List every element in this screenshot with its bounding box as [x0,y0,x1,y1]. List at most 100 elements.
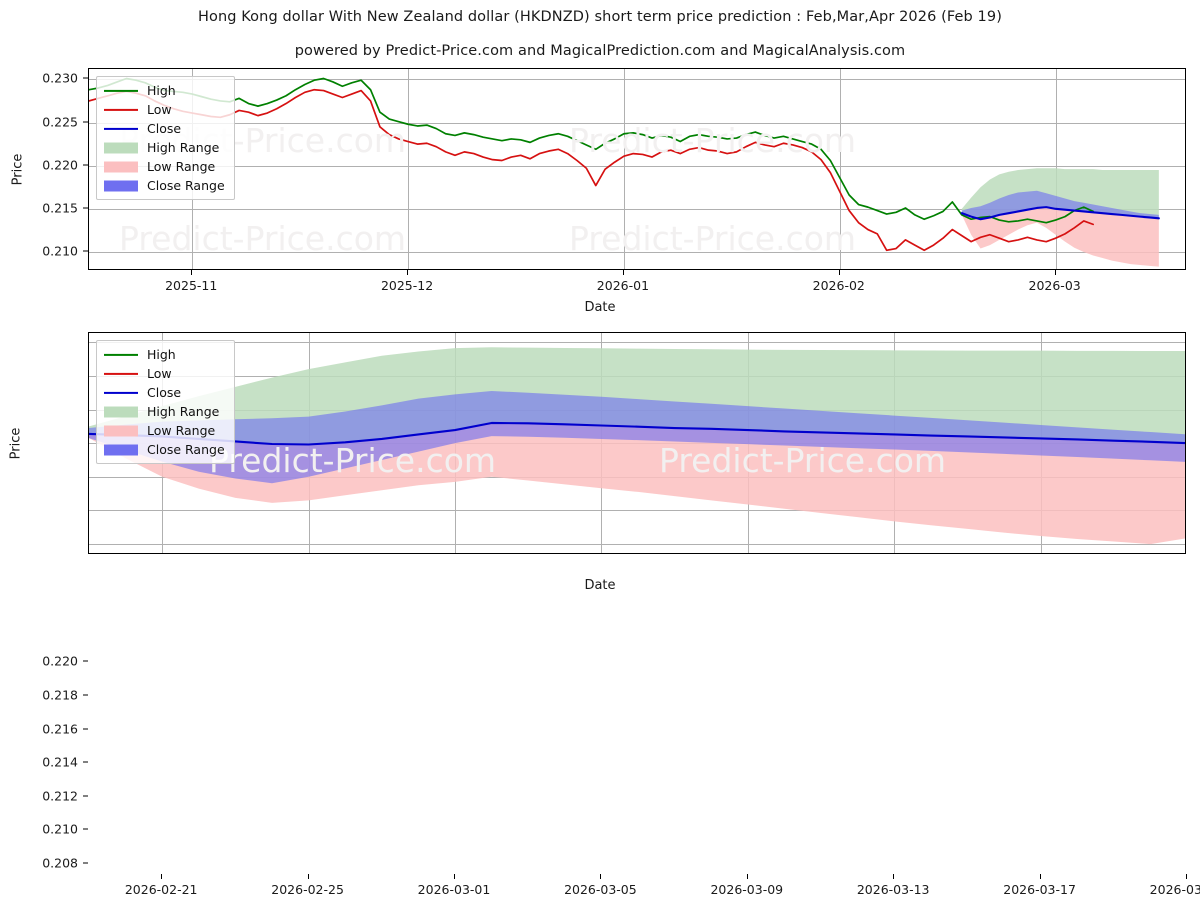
page-title: Hong Kong dollar With New Zealand dollar… [198,9,1002,25]
legend-label: High Range [147,404,220,419]
lower-series-svg [89,347,1185,545]
upper-legend: High Low Close High Range Low Range Close Ran… [96,76,235,200]
gridline [89,79,1185,81]
y-axis-tick-mark [83,862,88,864]
x-axis-tick-label: 2025-11 [165,278,218,293]
x-axis-tick-mark [1054,270,1056,275]
x-axis-tick-mark [746,874,748,879]
upper-chart-panel: Predict-Price.com Predict-Price.com Pred… [0,0,1200,320]
x-axis-tick-mark [1039,874,1041,879]
legend-swatch-icon [104,142,138,154]
y-axis-tick-mark [83,694,88,696]
upper-series-svg [89,77,1160,267]
legend-swatch-icon [104,425,138,437]
x-axis-tick-mark [454,874,455,879]
legend-item-low[interactable]: Low [104,365,225,382]
legend-swatch-icon [104,444,138,456]
line-close [89,421,1185,446]
legend-item-high[interactable]: High [104,346,225,363]
legend-item-high-range[interactable]: High Range [104,403,225,420]
y-axis-tick-label: 0.212 [42,788,78,804]
y-axis-tick-label: 0.215 [42,200,78,216]
y-axis-tick-label: 0.210 [42,821,78,837]
y-axis-tick-label: 0.216 [42,721,78,737]
gridline [89,342,1185,344]
gridline [89,544,1185,546]
page-subtitle: powered by Predict-Price.com and Magical… [294,43,906,59]
legend-item-close-range[interactable]: Close Range [104,441,225,458]
y-axis-tick-label: 0.220 [42,157,78,173]
gridline [89,165,1185,167]
y-axis-tick-mark [83,121,88,123]
legend-item-low-range[interactable]: Low Range [104,158,225,175]
legend-swatch-icon [104,104,138,116]
x-axis-tick-mark [191,270,193,275]
line-close [960,206,1160,221]
x-axis-tick-label: 2025-12 [380,278,434,293]
x-axis-tick-mark [1186,874,1187,879]
legend-label: Low [147,102,172,117]
upper-y-axis-label: Price [10,153,26,186]
legend-item-high-range[interactable]: High Range [104,139,225,156]
legend-item-close-range[interactable]: Close Range [104,177,225,194]
legend-swatch-icon [104,387,138,399]
line-low [89,88,1094,252]
x-axis-tick-label: 2026-03 [1028,278,1081,293]
legend-label: Low [147,366,172,381]
legend-label: Low Range [147,423,216,438]
gridline [89,122,1185,124]
y-axis-tick-mark [83,77,88,79]
legend-label: Close [147,385,182,400]
lower-x-axis-label: Date [584,578,616,593]
x-axis-tick-mark [161,874,163,879]
y-axis-tick-label: 0.220 [42,653,78,669]
x-axis-tick-label: 2026-02-21 [124,882,198,897]
legend-swatch-icon [104,180,138,192]
upper-x-axis-label: Date [584,300,616,315]
legend-label: Low Range [147,159,216,174]
x-axis-tick-label: 2026-02-25 [271,882,344,897]
legend-label: High Range [147,140,220,155]
x-axis-tick-mark [407,270,409,275]
y-axis-tick-label: 0.214 [42,754,78,770]
y-axis-tick-mark [83,728,88,730]
x-axis-tick-label: 2026-03-05 [564,882,637,897]
upper-plot-area: Predict-Price.com Predict-Price.com Pred… [88,68,1186,270]
legend-label: Close Range [147,442,225,457]
y-axis-tick-label: 0.208 [42,855,78,871]
legend-swatch-icon [104,406,138,418]
x-axis-tick-label: 2026-02 [812,278,865,293]
legend-item-close[interactable]: Close [104,120,225,137]
x-axis-tick-mark [600,874,602,879]
line-high [89,77,1094,224]
gridline [89,208,1185,210]
x-axis-tick-mark [893,874,895,879]
legend-swatch-icon [104,368,138,380]
x-axis-tick-mark [622,270,624,275]
legend-label: Close [147,121,182,136]
legend-item-high[interactable]: High [104,82,225,99]
lower-chart-panel: Predict-Price.com Predict-Price.com 0.20… [0,320,1200,897]
x-axis-tick-label: 2026-03-01 [417,882,491,897]
y-axis-tick-mark [83,828,88,830]
y-axis-tick-mark [83,250,88,252]
gridline [623,69,625,269]
y-axis-tick-mark [83,207,88,209]
y-axis-tick-mark [83,660,88,662]
legend-swatch-icon [104,123,138,135]
legend-label: High [147,83,176,98]
lower-y-axis-label: Price [8,427,24,460]
legend-swatch-icon [104,161,138,173]
legend-item-low-range[interactable]: Low Range [104,422,225,439]
x-axis-tick-label: 2026-03-21 [1149,882,1200,897]
legend-label: Close Range [147,178,225,193]
gridline [89,252,1185,253]
gridline [408,69,410,269]
legend-item-low[interactable]: Low [104,101,225,118]
gridline [839,69,841,269]
y-axis-tick-label: 0.210 [42,243,78,259]
x-axis-tick-label: 2026-01 [596,278,650,293]
band-close-range [89,391,1185,484]
legend-item-close[interactable]: Close [104,384,225,401]
x-axis-tick-mark [838,270,840,275]
